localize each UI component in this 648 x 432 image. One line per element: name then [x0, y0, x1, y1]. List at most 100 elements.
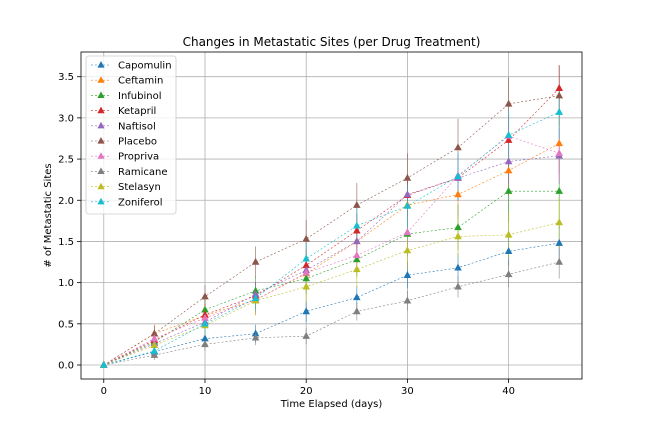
legend-label-ketapril: Ketapril	[118, 106, 156, 117]
series-line-zoniferol	[103, 111, 560, 366]
data-point-placebo	[201, 292, 209, 300]
data-point-zoniferol	[555, 107, 564, 115]
legend-label-placebo: Placebo	[118, 137, 157, 148]
y-tick-label: 3.0	[58, 113, 74, 124]
data-point-placebo	[403, 173, 412, 181]
data-point-zoniferol	[251, 294, 260, 302]
x-tick-label: 10	[199, 386, 212, 397]
data-point-naftisol	[403, 190, 412, 198]
x-tick-label: 0	[101, 386, 107, 397]
legend-marker-placebo	[97, 137, 105, 144]
legend-marker-ketapril	[97, 106, 105, 114]
data-point-capomulin	[504, 247, 513, 255]
series-markers	[99, 84, 564, 368]
series-line-ketapril	[103, 88, 560, 366]
data-point-ketapril	[302, 261, 310, 269]
data-point-capomulin	[302, 307, 310, 315]
legend-marker-ramicane	[97, 167, 105, 174]
data-point-stelasyn	[302, 282, 310, 290]
legend-label-infubinol: Infubinol	[118, 91, 162, 102]
legend-marker-capomulin	[97, 61, 105, 68]
data-point-placebo	[150, 329, 159, 337]
data-point-placebo	[302, 234, 310, 242]
data-point-placebo	[353, 201, 361, 208]
data-point-capomulin	[201, 334, 209, 342]
data-point-propriva	[555, 149, 564, 157]
data-point-capomulin	[403, 271, 412, 278]
data-point-stelasyn	[504, 230, 513, 238]
legend-marker-infubinol	[97, 91, 105, 98]
data-point-ceftamin	[454, 190, 462, 198]
data-point-ceftamin	[504, 166, 513, 174]
data-point-infubinol	[454, 223, 462, 231]
data-point-capomulin	[454, 263, 462, 271]
data-point-ketapril	[555, 84, 564, 91]
data-point-zoniferol	[454, 172, 462, 180]
data-point-ramicane	[302, 331, 310, 339]
data-point-propriva	[302, 268, 310, 276]
data-point-capomulin	[555, 238, 564, 246]
series-line-capomulin	[103, 242, 560, 366]
x-axis-label: Time Elapsed (days)	[280, 399, 383, 410]
data-point-stelasyn	[353, 265, 361, 273]
data-point-zoniferol	[403, 201, 412, 209]
data-point-zoniferol	[150, 346, 159, 354]
y-tick-label: 1.5	[58, 237, 74, 248]
series-line-ceftamin	[103, 143, 560, 366]
data-point-propriva	[150, 334, 159, 342]
data-point-propriva	[353, 251, 361, 259]
data-point-ketapril	[353, 226, 361, 234]
data-point-capomulin	[251, 329, 260, 337]
data-point-ketapril	[504, 135, 513, 143]
data-point-zoniferol	[353, 221, 361, 229]
data-point-propriva	[403, 228, 412, 236]
data-point-zoniferol	[99, 360, 108, 368]
data-point-naftisol	[251, 289, 260, 297]
x-axis-ticks: 0 10 20 30 40	[101, 379, 515, 397]
plot-frame	[80, 51, 583, 380]
x-tick-label: 20	[300, 386, 313, 397]
data-point-ramicane	[251, 333, 260, 341]
legend-label-capomulin: Capomulin	[118, 61, 172, 72]
y-axis-ticks: 0.0 0.5 1.0 1.5 2.0 2.5 3.0 3.5	[58, 72, 81, 371]
legend: Capomulin Ceftamin Infubinol Ketapril Naftis…	[85, 55, 177, 215]
legend-label-ramicane: Ramicane	[118, 167, 168, 178]
legend-marker-ceftamin	[97, 76, 105, 83]
x-tick-label: 40	[502, 386, 515, 397]
data-point-naftisol	[353, 237, 361, 245]
data-point-ramicane	[555, 257, 564, 265]
data-point-naftisol	[504, 157, 513, 165]
data-point-infubinol	[555, 187, 564, 194]
data-point-ramicane	[504, 270, 513, 278]
data-point-zoniferol	[302, 254, 310, 262]
legend-label-propriva: Propriva	[118, 152, 159, 163]
legend-label-ceftamin: Ceftamin	[118, 76, 163, 87]
y-tick-label: 1.0	[58, 278, 74, 289]
data-point-infubinol	[201, 305, 209, 313]
y-axis-label: # of Metastatic Sites	[43, 163, 54, 267]
y-tick-label: 2.5	[58, 155, 74, 166]
y-tick-label: 2.0	[58, 196, 74, 207]
data-point-propriva	[201, 313, 209, 321]
legend-label-stelasyn: Stelasyn	[118, 182, 161, 193]
data-point-stelasyn	[454, 232, 462, 240]
data-point-stelasyn	[555, 218, 564, 226]
data-point-ramicane	[150, 350, 159, 358]
data-point-ramicane	[201, 340, 209, 348]
y-tick-label: 0.5	[58, 319, 74, 330]
data-point-ceftamin	[555, 139, 564, 147]
series-line-infubinol	[103, 190, 560, 366]
series-line-placebo	[103, 95, 560, 366]
legend-label-zoniferol: Zoniferol	[118, 197, 163, 208]
data-point-stelasyn	[403, 246, 412, 254]
data-point-zoniferol	[504, 130, 513, 138]
data-point-ramicane	[403, 296, 412, 304]
data-point-placebo	[454, 143, 462, 151]
chart-title: Changes in Metastatic Sites (per Drug Tr…	[183, 35, 481, 49]
series-lines	[103, 88, 560, 366]
data-point-placebo	[504, 99, 513, 107]
data-point-placebo	[251, 257, 260, 265]
x-tick-label: 30	[401, 386, 414, 397]
data-point-capomulin	[353, 293, 361, 301]
